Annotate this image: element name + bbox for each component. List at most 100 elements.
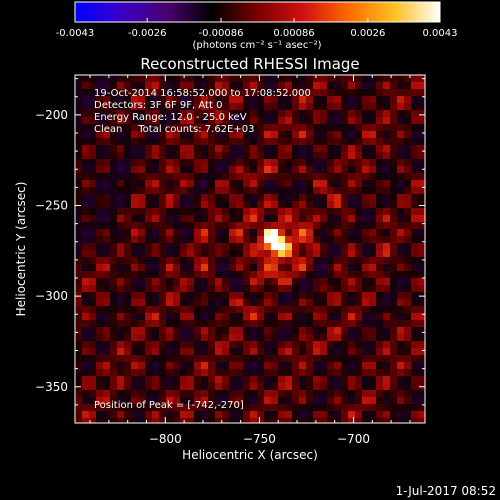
heatmap-cell [187,145,194,152]
heatmap-cell [285,341,292,348]
heatmap-cell [418,327,425,334]
heatmap-cell [222,278,229,285]
heatmap-cell [306,166,313,173]
heatmap-cell [152,271,159,278]
heatmap-cell [369,264,376,271]
heatmap-cell [313,236,320,243]
heatmap-cell [369,306,376,313]
heatmap-cell [166,390,173,397]
heatmap-cell [187,208,194,215]
heatmap-cell [327,341,334,348]
heatmap-cell [348,397,355,404]
heatmap [75,75,425,423]
heatmap-cell [390,75,397,82]
heatmap-cell [243,292,250,299]
heatmap-cell [201,201,208,208]
heatmap-cell [278,82,285,89]
heatmap-cell [159,89,166,96]
heatmap-cell [159,313,166,320]
heatmap-cell [180,236,187,243]
heatmap-cell [152,404,159,411]
heatmap-cell [194,404,201,411]
heatmap-cell [173,201,180,208]
heatmap-cell [208,208,215,215]
heatmap-cell [103,75,110,82]
heatmap-cell [271,103,278,110]
heatmap-cell [180,376,187,383]
heatmap-cell [397,145,404,152]
heatmap-cell [152,313,159,320]
heatmap-cell [208,166,215,173]
heatmap-cell [103,271,110,278]
heatmap-cell [341,243,348,250]
heatmap-cell [180,243,187,250]
heatmap-cell [166,152,173,159]
heatmap-cell [390,138,397,145]
heatmap-cell [257,257,264,264]
heatmap-cell [383,243,390,250]
heatmap-cell [124,152,131,159]
heatmap-cell [411,152,418,159]
heatmap-cell [96,89,103,96]
heatmap-cell [103,194,110,201]
heatmap-cell [285,236,292,243]
heatmap-cell [215,320,222,327]
heatmap-cell [327,390,334,397]
heatmap-cell [383,362,390,369]
heatmap-cell [285,243,292,250]
heatmap-cell [117,222,124,229]
heatmap-cell [257,173,264,180]
heatmap-cell [264,285,271,292]
heatmap-cell [215,313,222,320]
heatmap-cell [411,145,418,152]
heatmap-cell [222,306,229,313]
heatmap-cell [145,89,152,96]
heatmap-cell [243,411,250,418]
heatmap-cell [355,390,362,397]
heatmap-cell [278,194,285,201]
heatmap-cell [334,180,341,187]
heatmap-cell [138,117,145,124]
heatmap-cell [131,180,138,187]
heatmap-cell [271,348,278,355]
heatmap-cell [411,348,418,355]
heatmap-cell [229,348,236,355]
heatmap-cell [117,334,124,341]
heatmap-cell [89,96,96,103]
heatmap-cell [257,145,264,152]
heatmap-cell [369,75,376,82]
heatmap-cell [96,152,103,159]
heatmap-cell [180,75,187,82]
heatmap-cell [355,257,362,264]
heatmap-cell [96,390,103,397]
heatmap-cell [229,215,236,222]
heatmap-cell [89,75,96,82]
heatmap-cell [376,369,383,376]
heatmap-cell [152,397,159,404]
heatmap-cell [383,313,390,320]
heatmap-cell [292,117,299,124]
heatmap-cell [96,257,103,264]
heatmap-cell [369,285,376,292]
heatmap-cell [334,271,341,278]
heatmap-cell [383,110,390,117]
heatmap-cell [271,229,278,236]
heatmap-cell [222,96,229,103]
heatmap-cell [292,208,299,215]
heatmap-cell [390,187,397,194]
heatmap-cell [82,348,89,355]
heatmap-cell [215,124,222,131]
heatmap-cell [264,348,271,355]
heatmap-cell [131,152,138,159]
heatmap-cell [96,341,103,348]
heatmap-cell [159,327,166,334]
heatmap-cell [341,131,348,138]
heatmap-cell [313,145,320,152]
heatmap-cell [327,362,334,369]
heatmap-cell [180,257,187,264]
heatmap-cell [75,145,82,152]
heatmap-cell [117,215,124,222]
heatmap-cell [89,264,96,271]
heatmap-cell [117,271,124,278]
